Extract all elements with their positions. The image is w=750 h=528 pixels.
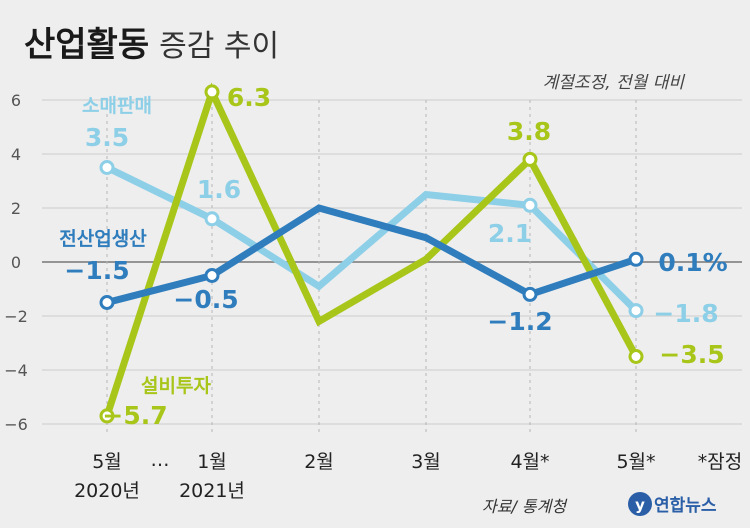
data-label: 3.5 <box>85 123 129 152</box>
data-point <box>522 286 538 302</box>
data-label: 0.1% <box>658 248 727 277</box>
data-label: 3.8 <box>507 117 551 146</box>
source-note: 자료/ 통계청 <box>482 497 568 516</box>
data-point <box>99 160 115 175</box>
title-sub: 증감 추이 <box>159 29 279 64</box>
series-name: 설비투자 <box>141 375 211 397</box>
series-name: 소매판매 <box>82 95 152 117</box>
x-tick-label: 5월* <box>616 451 655 473</box>
data-label: 2.1 <box>488 219 532 248</box>
data-point <box>522 151 538 167</box>
axis-break-ellipsis: … <box>151 449 170 471</box>
title-main: 산업활동 <box>24 25 149 65</box>
data-label: −1.5 <box>64 256 129 285</box>
x-tick-year: 2020년 <box>74 480 140 502</box>
data-label: −3.5 <box>659 340 724 369</box>
data-point <box>204 268 220 283</box>
data-point <box>522 197 538 213</box>
y-tick-label: −6 <box>4 415 28 434</box>
logo-mark-glyph: y <box>635 496 645 514</box>
series-line-investment <box>103 82 640 417</box>
data-point <box>628 349 644 364</box>
data-point <box>99 295 115 310</box>
footnote: *잠정 <box>698 451 742 473</box>
x-tick-label: 1월 <box>197 451 227 473</box>
data-label: 6.3 <box>227 83 271 112</box>
y-tick-label: 6 <box>11 91 21 110</box>
series-line-retail <box>105 164 639 314</box>
chart-title: 산업활동 증감 추이 <box>24 25 279 65</box>
series-line-production <box>106 204 638 306</box>
data-label: −1.2 <box>487 307 552 336</box>
data-point <box>628 251 644 267</box>
x-tick-year: 2021년 <box>179 480 245 502</box>
y-tick-label: −4 <box>4 361 28 380</box>
data-point <box>628 303 644 319</box>
data-label: 1.6 <box>197 175 241 204</box>
data-point <box>204 211 220 227</box>
x-tick-label: 3월 <box>411 451 441 473</box>
x-tick-label: 4월* <box>510 451 549 473</box>
data-point <box>204 84 220 100</box>
x-tick-label: 5월 <box>92 451 122 473</box>
logo-mark <box>628 492 652 516</box>
y-tick-label: 4 <box>11 145 21 164</box>
data-label: −5.7 <box>102 401 167 430</box>
data-label: −1.8 <box>653 299 718 328</box>
logo-text: 연합뉴스 <box>654 495 717 516</box>
data-label: −0.5 <box>173 285 238 314</box>
y-tick-label: −2 <box>4 307 28 326</box>
y-tick-label: 2 <box>11 199 21 218</box>
series-name: 전산업생산 <box>59 228 147 250</box>
data-point <box>99 408 115 424</box>
x-tick-label: 2월 <box>304 451 334 473</box>
chart-note: 계절조정, 전월 대비 <box>543 73 686 93</box>
y-tick-label: 0 <box>11 253 21 272</box>
